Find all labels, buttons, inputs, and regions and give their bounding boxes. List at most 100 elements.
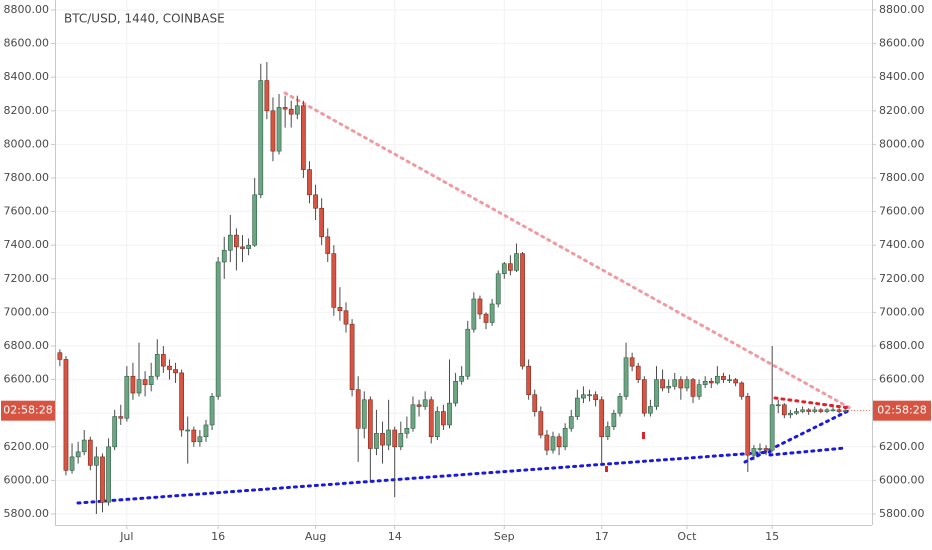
x-tick-label: 15 [765,530,779,543]
x-tick-label: Oct [677,530,697,543]
y-tick-label: 8600.00 [4,37,50,50]
candle-body [830,409,836,412]
candle-body [477,298,483,315]
y-tick-label: 6200.00 [879,440,925,453]
candle-body [447,402,452,426]
candle-body [818,409,824,412]
candle-body [556,436,562,448]
y-tick-label: 8400.00 [879,70,925,83]
upper-trendline [283,91,852,410]
candle-body [160,354,166,367]
candle-body [75,451,81,458]
candle-body [307,169,312,196]
drawings [76,91,852,505]
candle-body [574,397,580,417]
candle-body [221,249,227,263]
countdown-badge [1,400,55,421]
candle-body [337,307,343,312]
candle-body [227,234,233,251]
y-tick-label: 6800.00 [879,339,925,352]
rising-trendline [743,408,852,464]
candle-body [87,439,93,466]
candle-body [410,404,416,429]
candle-body [136,379,142,394]
candle-body [81,439,87,453]
candle-body [635,365,641,380]
candle-body [489,303,495,323]
candle-body [106,446,111,503]
candle-body [708,380,714,384]
candle-body [434,411,440,438]
candle-body [398,433,404,448]
candle-body [544,434,550,451]
candle-body [361,399,367,429]
candle-body [605,426,611,438]
y-tick-label: 6600.00 [4,373,50,386]
candle-body [179,372,184,431]
y-tick-label: 8800.00 [879,3,925,16]
candle-body [288,108,294,115]
candle-body [611,412,617,427]
candle-body [374,433,379,449]
candle-body [714,375,720,384]
resistance-trendline [773,396,852,410]
candle-body [562,428,568,448]
candle-body [392,429,398,448]
y-tick-label: 7600.00 [879,205,925,218]
candle-body [641,379,647,414]
candle-body [727,379,732,381]
y-tick-label: 8200.00 [4,104,50,117]
candle-body [252,194,258,246]
candle-body [203,424,209,438]
candle-body [599,399,605,438]
candle-body [629,357,635,367]
candle-body [593,394,598,401]
candle-body [404,428,410,434]
candle-body [343,310,349,325]
candle-body [246,244,251,249]
candle-body [428,399,434,438]
candle-body [550,436,556,451]
candle-body [441,411,446,426]
candle-body [118,416,124,419]
candle-body [416,404,422,407]
y-tick-label: 8400.00 [4,70,50,83]
candle-body [514,253,519,271]
countdown-badge [873,400,931,421]
y-tick-label: 7800.00 [4,171,50,184]
candle-body [836,409,842,412]
candle-body [623,357,629,397]
candle-body [453,380,458,404]
candle-body [57,352,63,360]
candle-body [812,409,818,412]
candle-body [757,448,763,450]
candle-body [788,412,793,416]
candle-body [173,369,178,374]
candle-body [240,246,245,249]
y-tick-label: 5800.00 [879,507,925,520]
candle-body [538,411,544,436]
candle-body [483,313,489,323]
candle-body [142,379,148,385]
candle-body [124,375,130,419]
candle-body [696,384,702,397]
candle-body [568,416,574,429]
candle-body [167,365,172,370]
candle-body [154,354,160,377]
candle-body [100,456,105,503]
candle-body [465,328,471,377]
candle-body [733,379,739,384]
candle-body [501,263,507,275]
y-tick-label: 8000.00 [879,137,925,150]
candle-body [745,396,751,456]
candle-body [215,261,221,397]
candle-body [806,409,812,412]
y-tick-label: 7200.00 [879,272,925,285]
x-tick-label: Aug [305,530,326,543]
candle-body [386,429,391,446]
candle-body [319,207,325,238]
candle-body [112,416,118,448]
candles [57,62,848,514]
